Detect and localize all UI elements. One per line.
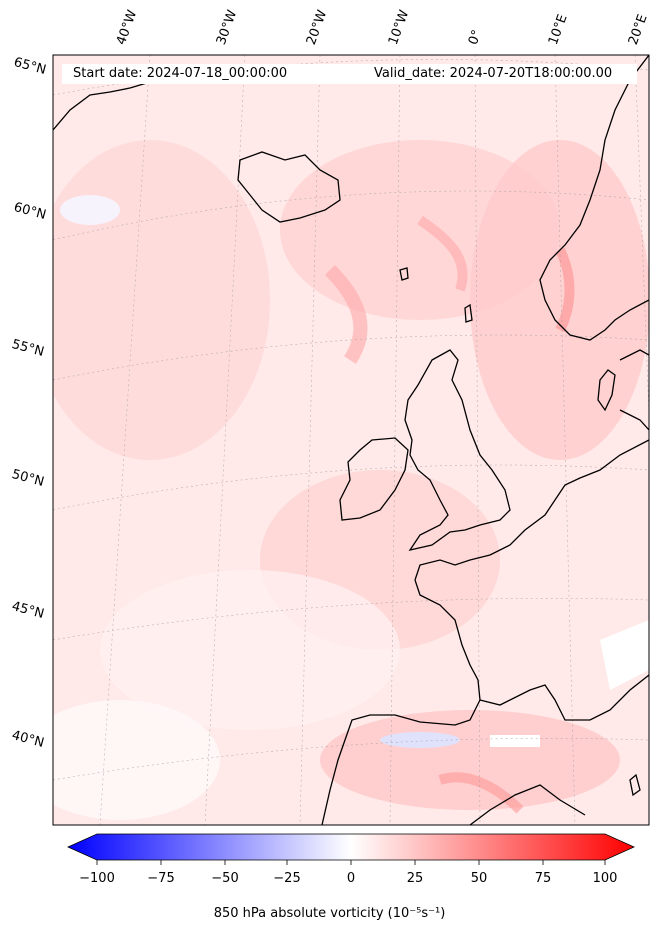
colorbar-tick: −100 [79, 871, 115, 886]
colorbar-tick: −25 [273, 871, 301, 886]
colorbar-tick: 50 [470, 871, 488, 886]
vorticity-field [53, 55, 649, 825]
colorbar-tick: 100 [592, 871, 618, 886]
colorbar-title: 850 hPa absolute vorticity (10⁻⁵s⁻¹) [213, 906, 446, 921]
colorbar-tick: −75 [147, 871, 175, 886]
colorbar [67, 833, 635, 865]
graticule [53, 55, 649, 825]
map-frame [52, 54, 650, 826]
coastlines [53, 55, 649, 825]
colorbar-tick: 75 [534, 871, 552, 886]
colorbar-tick: 0 [346, 871, 356, 886]
colorbar-tick: 25 [406, 871, 424, 886]
start-date-label: Start date: 2024-07-18_00:00:00 [73, 66, 288, 81]
valid-date-label: Valid_date: 2024-07-20T18:00:00.00 [374, 66, 613, 81]
colorbar-tick: −50 [211, 871, 239, 886]
header-box [62, 64, 637, 84]
